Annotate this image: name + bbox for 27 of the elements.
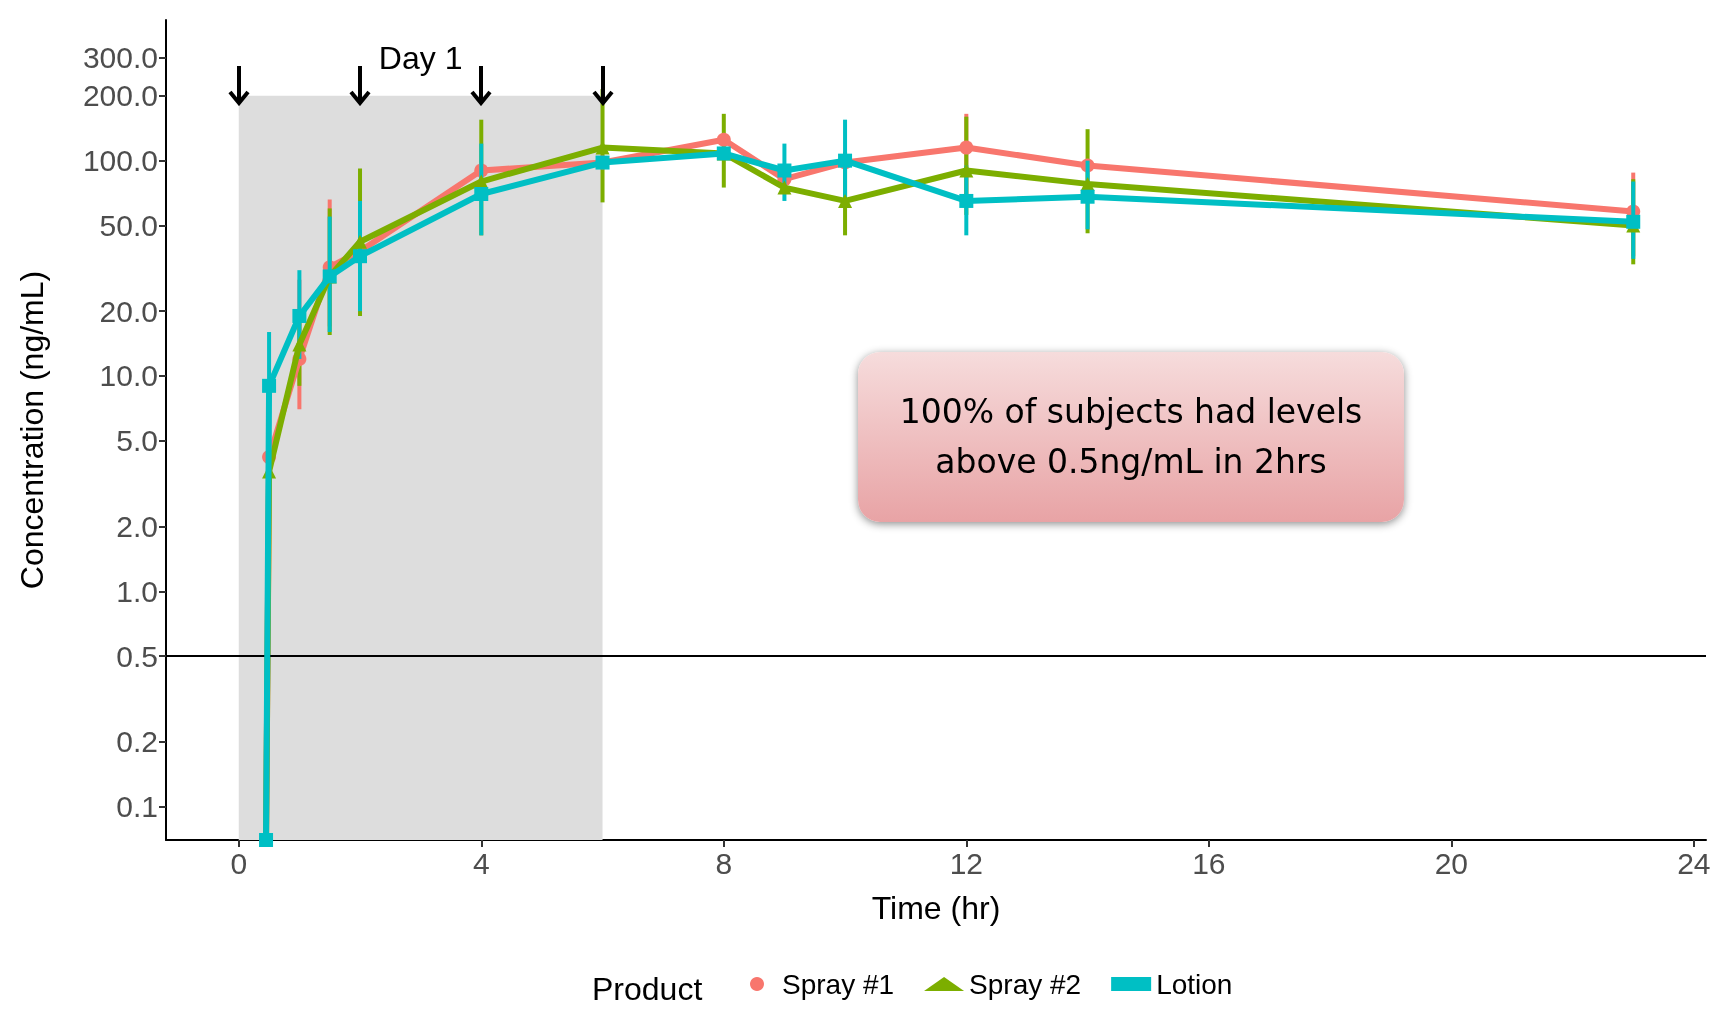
y-tick-label: 1.0 <box>116 574 158 608</box>
legend-label: Spray #1 <box>782 968 895 1000</box>
x-tick-label: 20 <box>1434 846 1469 880</box>
y-tick-label: 300.0 <box>82 41 158 75</box>
y-tick-label: 100.0 <box>82 144 158 178</box>
y-tick-label: 20.0 <box>99 294 158 328</box>
x-tick-label: 4 <box>472 846 490 880</box>
x-tick-label: 16 <box>1192 846 1226 880</box>
callout-box: 100% of subjects had levels above 0.5ng/mL in 2hrs <box>858 352 1404 522</box>
y-tick-label: 10.0 <box>99 359 158 393</box>
y-tick-label: 200.0 <box>82 79 158 113</box>
legend-label: Lotion <box>1156 968 1233 1000</box>
x-tick-label: 24 <box>1677 846 1711 880</box>
y-axis-title: Concentration (ng/mL) <box>14 270 50 590</box>
y-tick-label: 50.0 <box>99 208 158 242</box>
y-tick-label: 5.0 <box>116 424 158 458</box>
y-tick-label: 0.5 <box>116 639 158 673</box>
x-tick-label: 12 <box>949 846 983 880</box>
x-axis-title: Time (hr) <box>871 890 1001 926</box>
y-tick-label: 2.0 <box>116 509 158 543</box>
legend-title: Product <box>592 971 703 1007</box>
y-tick-label: 0.1 <box>116 790 158 824</box>
x-tick-label: 8 <box>715 846 733 880</box>
y-tick-label: 0.2 <box>116 725 158 759</box>
x-tick-label: 0 <box>230 846 248 880</box>
band-label: Day 1 <box>378 39 463 76</box>
legend-label: Spray #2 <box>969 968 1082 1000</box>
